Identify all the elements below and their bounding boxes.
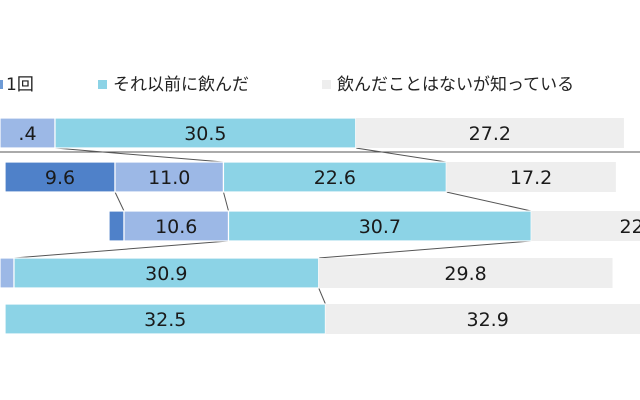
- bar-segment: [318, 258, 613, 288]
- connector-line: [222, 191, 229, 212]
- bar-segment: [4, 161, 116, 193]
- data-label: 10.6: [155, 216, 197, 238]
- bar-segment: [531, 211, 640, 241]
- bar-segment: [123, 210, 230, 242]
- bar-segment: [108, 210, 125, 242]
- data-label: 11.0: [148, 167, 190, 189]
- bar-segment: [227, 210, 532, 242]
- connector-lines: [0, 147, 640, 305]
- legend-label: 1回: [6, 75, 34, 95]
- bar-row: 9.6 11.0 22.6 17.2: [4, 161, 616, 193]
- connector-line: [446, 191, 532, 212]
- data-label: .4: [18, 123, 36, 145]
- data-label: 29.8: [444, 263, 486, 285]
- data-label: 9.6: [45, 167, 75, 189]
- bar-segment: [355, 118, 624, 148]
- bar-segment: [446, 162, 616, 192]
- legend-swatch: [98, 80, 107, 89]
- data-label: 22.6: [314, 167, 356, 189]
- legend-swatch: [322, 80, 331, 89]
- data-label: 27.2: [469, 123, 511, 145]
- data-label: 30.9: [145, 263, 187, 285]
- bar-segment: [0, 257, 15, 289]
- connector-line: [114, 191, 125, 212]
- legend-label: 飲んだことはないが知っている: [337, 75, 574, 95]
- connector-line: [355, 147, 447, 163]
- bar-segment: [114, 161, 225, 193]
- data-label: 32.5: [144, 309, 186, 331]
- data-label: 30.5: [184, 123, 226, 145]
- bar-row: 32.5 32.9: [4, 303, 640, 335]
- bar-segment: [0, 117, 56, 149]
- data-label: 22.2: [620, 216, 640, 238]
- legend-swatch: [0, 80, 3, 89]
- bar-row: 10.6 30.7 22.2: [108, 210, 640, 242]
- bars: .4 30.5 27.2 9.6 11.0 22.6 17.2 10.6 30.7 22.2 30.…: [0, 117, 640, 335]
- data-label: 30.7: [359, 216, 401, 238]
- connector-line: [318, 287, 326, 305]
- data-label: 32.9: [466, 309, 508, 331]
- connector-line: [54, 147, 224, 163]
- data-label: 17.2: [510, 167, 552, 189]
- connector-line: [318, 240, 532, 259]
- bar-segment: [4, 303, 327, 335]
- legend-label: それ以前に飲んだ: [113, 75, 249, 95]
- bar-segment: [325, 304, 640, 334]
- connector-line: [13, 240, 229, 259]
- bar-segment: [13, 257, 320, 289]
- legend: 1回 それ以前に飲んだ 飲んだことはないが知っている: [0, 75, 574, 95]
- bar-row: 30.9 29.8: [0, 257, 613, 289]
- bar-row: .4 30.5 27.2: [0, 117, 624, 149]
